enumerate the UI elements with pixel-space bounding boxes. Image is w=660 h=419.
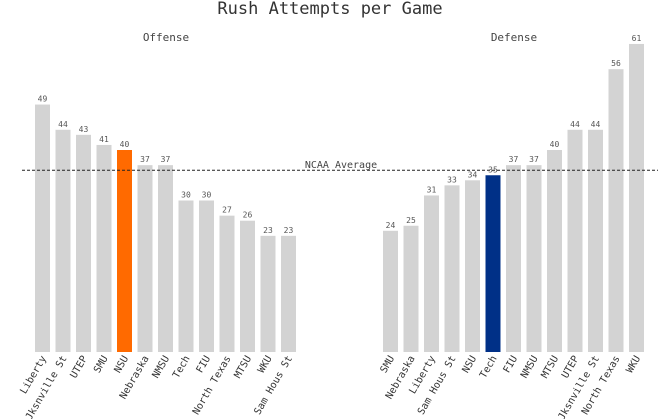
defense-nmsu-tick-label: NMSU	[519, 354, 541, 380]
offense-subtitle: Offense	[143, 31, 189, 44]
defense-utep-tick-label: UTEP	[560, 354, 582, 380]
defense-utep-value-label: 44	[570, 120, 580, 129]
offense-sam-hous-st-value-label: 23	[284, 226, 294, 235]
offense-mtsu-bar	[240, 220, 255, 352]
defense-tech-tick-label: Tech	[478, 354, 500, 380]
defense-tech-bar	[485, 175, 501, 352]
defense-sam-hous-st-value-label: 33	[447, 175, 457, 184]
offense-nmsu-bar	[158, 165, 173, 352]
offense-tech-value-label: 30	[181, 191, 191, 200]
offense-wku-tick-label: WKU	[256, 354, 275, 375]
defense-mtsu-bar	[547, 150, 562, 352]
offense-liberty-value-label: 49	[38, 95, 48, 104]
offense-jksnville-st-bar	[55, 129, 71, 352]
offense-fiu-bar	[199, 200, 214, 352]
chart-title: Rush Attempts per Game	[217, 0, 442, 19]
offense-smu-bar	[96, 144, 112, 352]
defense-utep-bar	[567, 129, 583, 352]
offense-wku-bar	[260, 235, 276, 352]
offense-tech-bar	[178, 200, 194, 352]
defense-wku-value-label: 61	[632, 34, 642, 43]
defense-nsu-tick-label: NSU	[461, 354, 480, 375]
offense-sam-hous-st-bar	[281, 235, 296, 352]
defense-nmsu-value-label: 37	[529, 155, 539, 164]
defense-nsu-value-label: 34	[468, 170, 478, 179]
defense-smu-tick-label: SMU	[379, 354, 398, 375]
defense-north-texas-value-label: 56	[611, 59, 621, 68]
defense-jksnville-st-value-label: 44	[591, 120, 601, 129]
offense-north-texas-bar	[219, 215, 235, 352]
defense-liberty-value-label: 31	[427, 185, 437, 194]
defense-subtitle: Defense	[491, 31, 537, 44]
offense-utep-tick-label: UTEP	[69, 354, 91, 380]
offense-fiu-value-label: 30	[202, 191, 212, 200]
defense-smu-bar	[383, 230, 398, 352]
defense-jksnville-st-bar	[588, 129, 603, 352]
offense-tech-tick-label: Tech	[171, 354, 193, 380]
defense-fiu-tick-label: FIU	[502, 354, 521, 375]
defense-mtsu-value-label: 40	[550, 140, 560, 149]
defense-fiu-value-label: 37	[509, 155, 519, 164]
defense-smu-value-label: 24	[386, 221, 396, 230]
offense-fiu-tick-label: FIU	[195, 354, 214, 375]
offense-jksnville-st-value-label: 44	[58, 120, 68, 129]
offense-liberty-bar	[35, 104, 50, 352]
offense-nsu-tick-label: NSU	[113, 354, 132, 375]
defense-nebraska-bar	[403, 225, 419, 352]
defense-wku-tick-label: WKU	[625, 354, 644, 375]
defense-liberty-bar	[424, 195, 439, 352]
offense-utep-bar	[76, 134, 91, 352]
offense-mtsu-tick-label: MTSU	[233, 354, 255, 380]
defense-mtsu-tick-label: MTSU	[540, 354, 562, 380]
offense-nsu-value-label: 40	[120, 140, 130, 149]
defense-wku-bar	[629, 43, 644, 352]
ncaa-average-label: NCAA Average	[305, 160, 377, 171]
offense-smu-value-label: 41	[99, 135, 109, 144]
offense-smu-tick-label: SMU	[92, 354, 111, 375]
defense-sam-hous-st-bar	[444, 185, 460, 352]
offense-nsu-bar	[117, 150, 132, 352]
offense-nmsu-tick-label: NMSU	[151, 354, 173, 380]
offense-utep-value-label: 43	[79, 125, 89, 134]
defense-fiu-bar	[506, 165, 521, 352]
offense-mtsu-value-label: 26	[243, 211, 253, 220]
offense-wku-value-label: 23	[263, 226, 273, 235]
defense-nsu-bar	[465, 180, 480, 352]
defense-north-texas-bar	[608, 69, 624, 352]
offense-nebraska-value-label: 37	[140, 155, 150, 164]
offense-nmsu-value-label: 37	[161, 155, 171, 164]
offense-north-texas-value-label: 27	[222, 206, 232, 215]
defense-nmsu-bar	[526, 165, 542, 352]
defense-nebraska-value-label: 25	[406, 216, 416, 225]
offense-nebraska-bar	[137, 165, 153, 352]
